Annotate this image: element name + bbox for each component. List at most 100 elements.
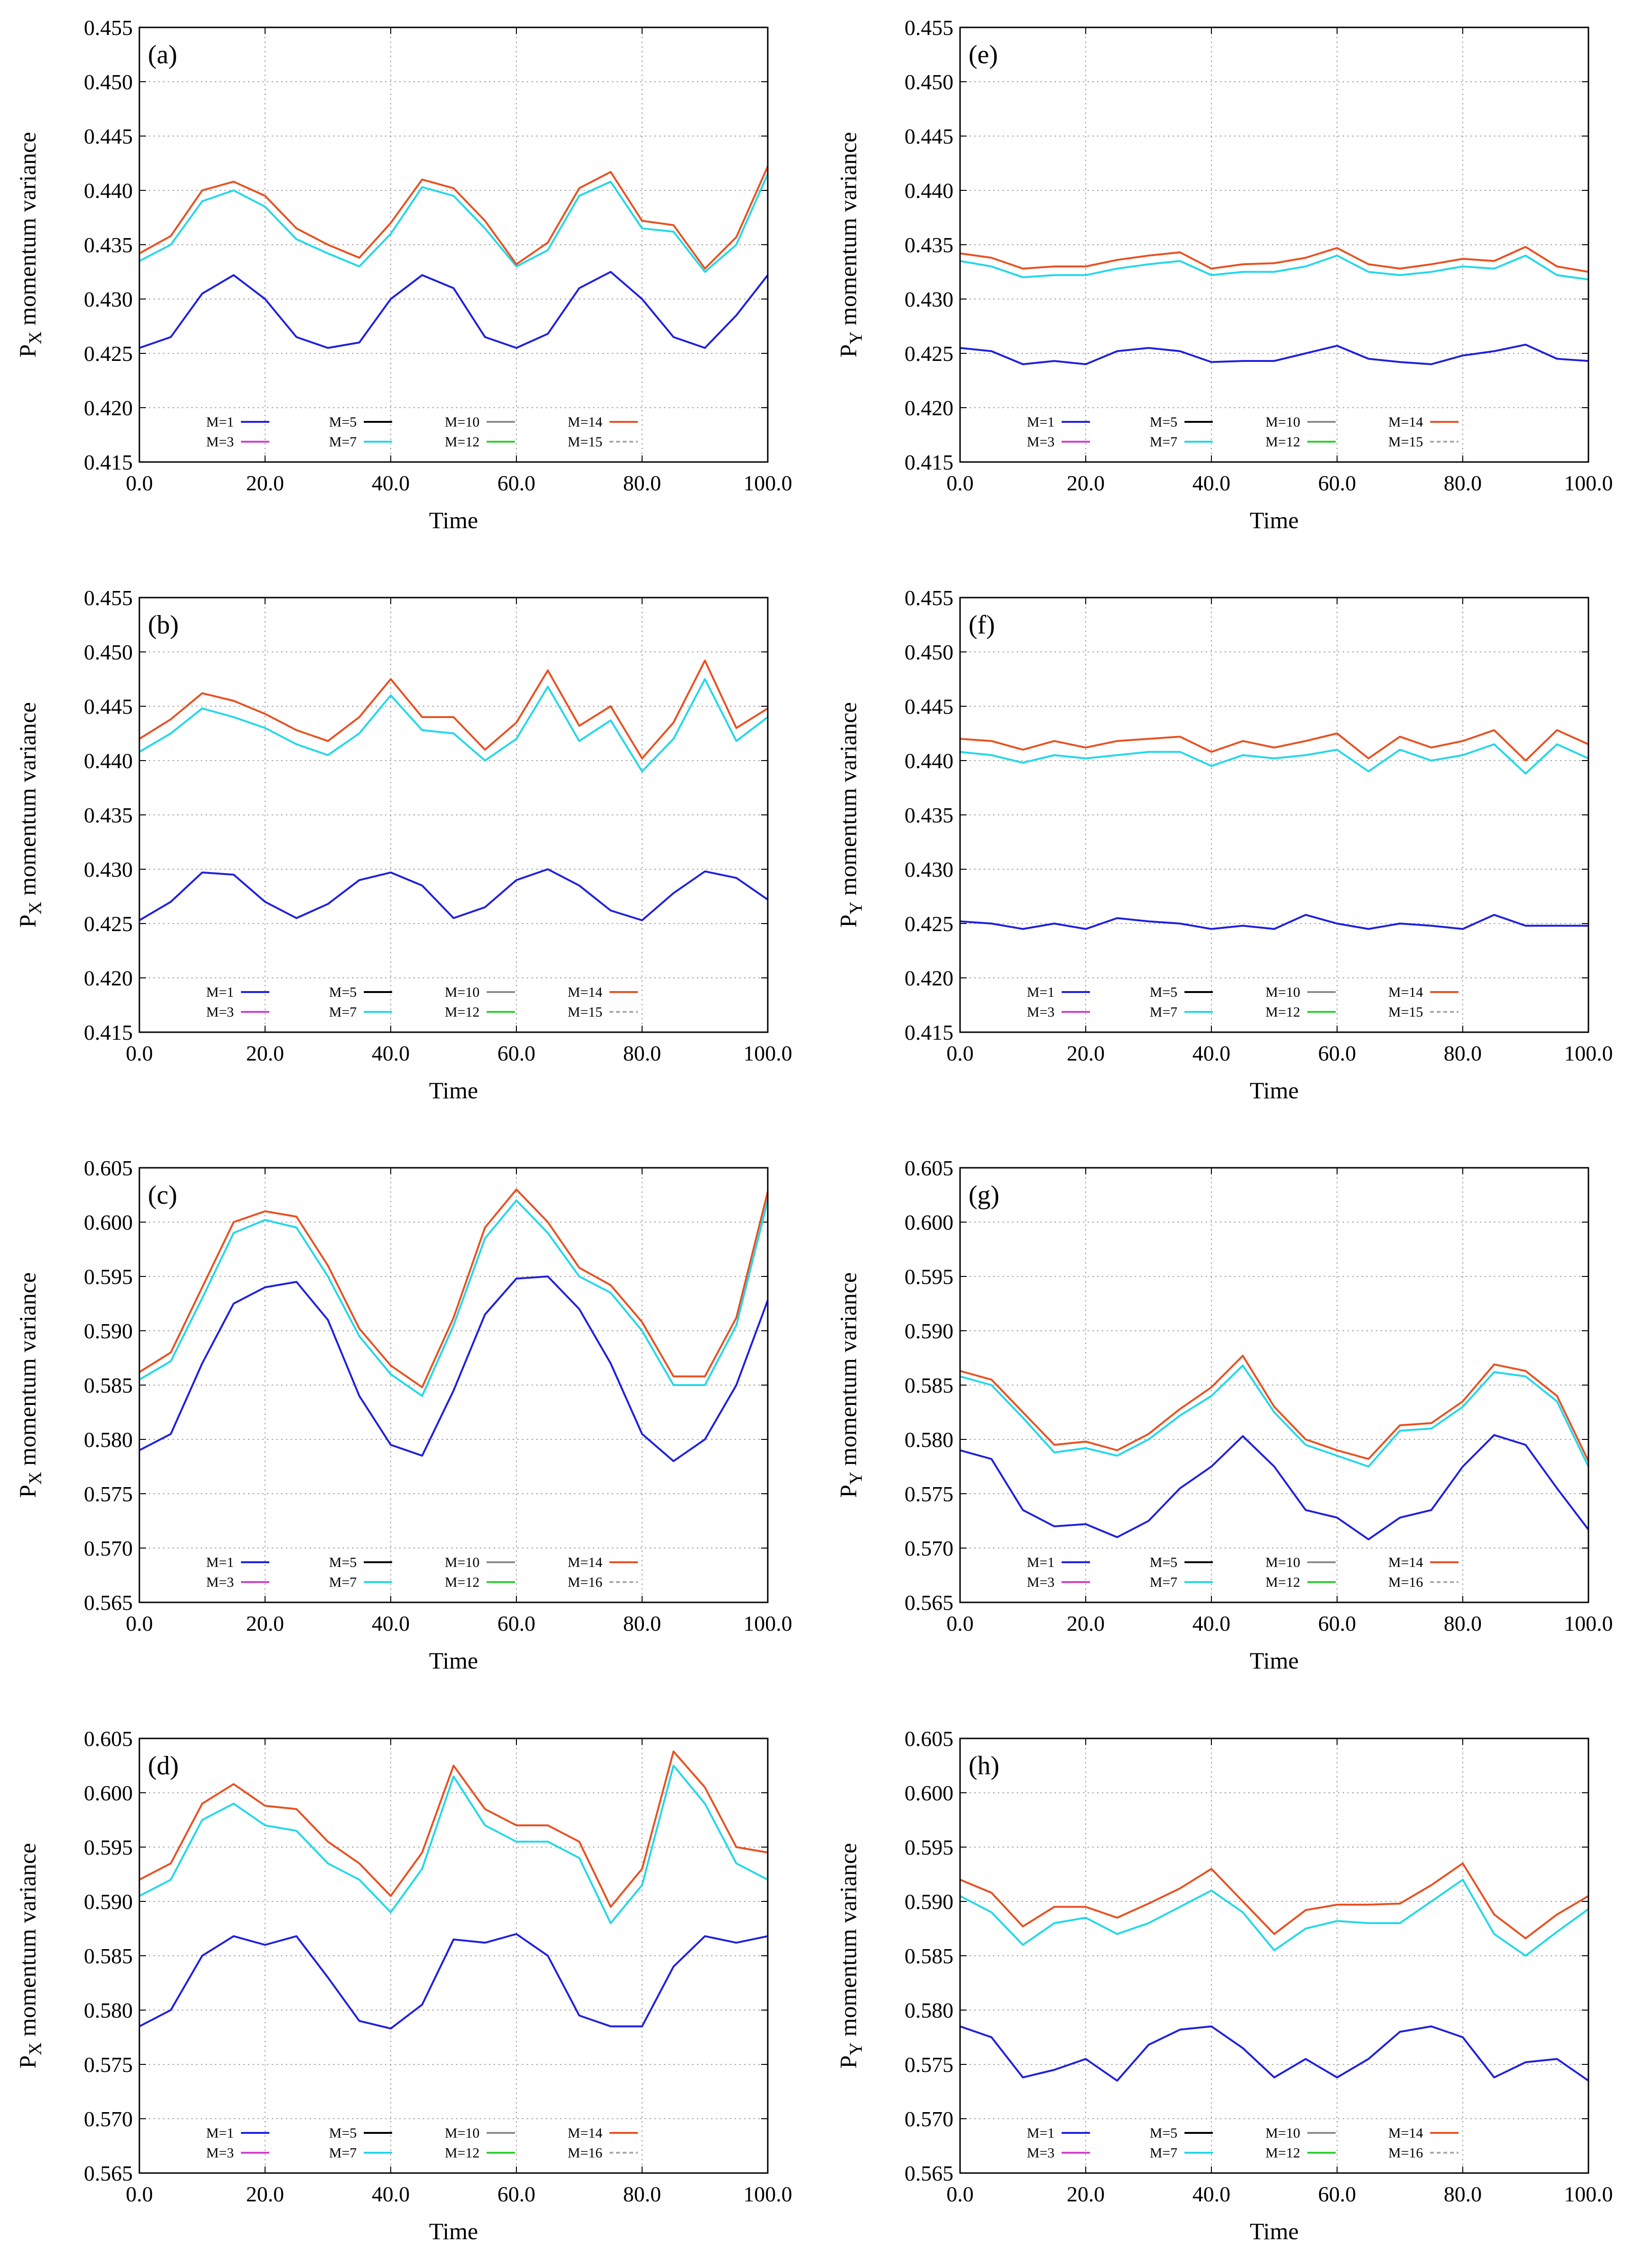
y-axis-label: PY momentum variance — [835, 1843, 866, 2068]
legend-label: M=14 — [1388, 1555, 1423, 1570]
x-tick-label: 80.0 — [1444, 2182, 1482, 2206]
legend-label: M=10 — [445, 984, 480, 1000]
legend-label: M=16 — [567, 1575, 602, 1590]
legend-label: M=14 — [567, 984, 602, 1000]
y-axis-label: PY momentum variance — [835, 132, 866, 357]
y-tick-label: 0.600 — [84, 1210, 133, 1234]
x-tick-label: 60.0 — [1318, 2182, 1356, 2206]
y-tick-label: 0.455 — [905, 586, 954, 610]
x-tick-label: 100.0 — [1564, 1611, 1613, 1635]
series-line-m1 — [139, 1275, 769, 1462]
legend-label: M=12 — [445, 434, 480, 450]
y-tick-label: 0.575 — [905, 1482, 954, 1506]
y-tick-label: 0.445 — [84, 124, 133, 148]
y-tick-label: 0.435 — [84, 233, 133, 257]
y-tick-label: 0.600 — [84, 1781, 133, 1805]
legend-label: M=14 — [1388, 984, 1423, 1000]
legend-label: M=12 — [1265, 434, 1300, 450]
legend-label: M=14 — [567, 2125, 602, 2141]
x-tick-label: 60.0 — [498, 1611, 536, 1635]
y-tick-label: 0.565 — [84, 1591, 133, 1615]
x-tick-label: 60.0 — [1318, 1611, 1356, 1635]
x-tick-label: 20.0 — [1067, 471, 1105, 495]
y-tick-label: 0.590 — [84, 1319, 133, 1343]
legend-label: M=15 — [1388, 1004, 1423, 1020]
series-line-m7 — [139, 1764, 768, 1924]
legend-label: M=5 — [329, 414, 357, 430]
y-tick-label: 0.595 — [905, 1265, 954, 1289]
panel-label: (a) — [148, 40, 177, 69]
series-line-m1 — [960, 343, 1589, 365]
legend-label: M=12 — [445, 1004, 480, 1020]
y-tick-label: 0.425 — [84, 912, 133, 936]
legend-label: M=7 — [329, 1004, 357, 1020]
y-tick-label: 0.415 — [84, 1020, 133, 1044]
y-tick-label: 0.570 — [84, 1536, 133, 1560]
x-tick-label: 80.0 — [623, 2182, 661, 2206]
y-tick-label: 0.450 — [84, 640, 133, 664]
y-tick-label: 0.580 — [905, 1428, 954, 1452]
x-tick-label: 80.0 — [623, 471, 661, 495]
plot-frame — [138, 597, 769, 1033]
y-tick-label: 0.590 — [905, 1319, 954, 1343]
y-tick-label: 0.430 — [905, 857, 954, 882]
x-tick-label: 80.0 — [1444, 471, 1482, 495]
y-tick-label: 0.580 — [905, 1998, 954, 2022]
y-tick-label: 0.455 — [84, 586, 133, 610]
y-tick-label: 0.575 — [905, 2053, 954, 2077]
x-tick-label: 80.0 — [1444, 1041, 1482, 1065]
series-line-m1 — [960, 1434, 1589, 1541]
y-tick-label: 0.580 — [84, 1428, 133, 1452]
y-tick-label: 0.455 — [84, 16, 133, 40]
x-tick-label: 40.0 — [372, 1611, 410, 1635]
legend-label: M=15 — [567, 1004, 602, 1020]
legend-label: M=1 — [206, 1555, 234, 1570]
x-tick-label: 40.0 — [1192, 2182, 1231, 2206]
y-tick-label: 0.450 — [905, 640, 954, 664]
panel-d: 0.0 20.0 40.0 60.0 80.0 100.0 0.565 0.570 0.575 0… — [14, 1727, 792, 2244]
x-tick-label: 0.0 — [946, 2182, 974, 2206]
y-tick-label: 0.425 — [905, 912, 954, 936]
panel-b: 0.0 20.0 40.0 60.0 80.0 100.0 0.415 0.420 0.425 0… — [14, 586, 792, 1104]
x-tick-label: 60.0 — [498, 2182, 536, 2206]
x-tick-label: 0.0 — [126, 471, 153, 495]
y-tick-label: 0.415 — [84, 450, 133, 474]
x-tick-label: 20.0 — [246, 1041, 284, 1065]
legend-label: M=1 — [206, 414, 234, 430]
panel-f: 0.0 20.0 40.0 60.0 80.0 100.0 0.415 0.420 0.425 0… — [835, 586, 1613, 1104]
x-tick-label: 40.0 — [372, 1041, 410, 1065]
legend-label: M=7 — [329, 2145, 357, 2161]
series-line-m7 — [960, 1879, 1589, 1957]
legend-label: M=14 — [567, 1555, 602, 1570]
legend-label: M=3 — [206, 434, 234, 450]
panel-label: (f) — [969, 610, 995, 640]
series-line-m14 — [139, 1750, 768, 1908]
legend-label: M=5 — [329, 1555, 357, 1570]
y-tick-label: 0.570 — [905, 1536, 954, 1560]
x-tick-label: 40.0 — [1192, 1611, 1231, 1635]
legend-label: M=1 — [1027, 2125, 1055, 2141]
y-tick-label: 0.605 — [84, 1156, 133, 1180]
panel-label: (e) — [969, 40, 998, 69]
x-tick-label: 40.0 — [1192, 1041, 1231, 1065]
x-tick-label: 0.0 — [126, 1041, 153, 1065]
plot-frame — [959, 597, 1589, 1033]
x-axis-label: Time — [429, 507, 478, 533]
y-tick-label: 0.430 — [84, 287, 133, 311]
plot-frame — [959, 26, 1589, 463]
series-line-m7 — [960, 1364, 1589, 1468]
x-tick-label: 40.0 — [1192, 471, 1231, 495]
y-tick-label: 0.580 — [84, 1998, 133, 2022]
y-tick-label: 0.435 — [84, 803, 133, 827]
x-tick-label: 60.0 — [498, 1041, 536, 1065]
y-tick-label: 0.605 — [905, 1156, 954, 1180]
y-axis-label: PY momentum variance — [835, 1272, 866, 1498]
y-tick-label: 0.600 — [905, 1210, 954, 1234]
legend-label: M=7 — [1150, 434, 1177, 450]
legend-label: M=3 — [206, 2145, 234, 2161]
y-tick-label: 0.420 — [905, 396, 954, 420]
legend-label: M=3 — [206, 1004, 234, 1020]
x-tick-label: 20.0 — [246, 2182, 284, 2206]
x-tick-label: 20.0 — [246, 471, 284, 495]
